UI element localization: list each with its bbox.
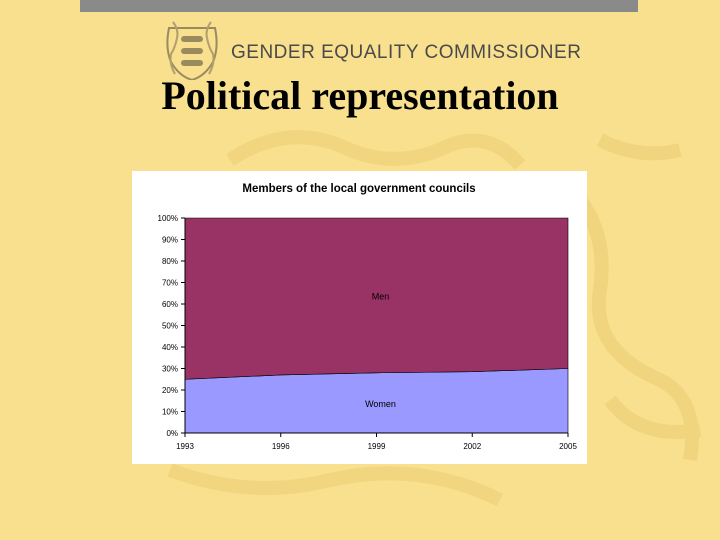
top-bar xyxy=(80,0,638,12)
y-tick-label: 100% xyxy=(158,214,178,223)
x-tick-label: 2005 xyxy=(559,442,577,451)
y-tick-label: 30% xyxy=(162,365,178,374)
chart-title: Members of the local government councils xyxy=(242,183,475,195)
x-tick-label: 1993 xyxy=(176,442,194,451)
y-tick-label: 90% xyxy=(162,236,178,245)
y-tick-label: 60% xyxy=(162,300,178,309)
y-tick-label: 0% xyxy=(166,429,178,438)
y-tick-label: 10% xyxy=(162,408,178,417)
chart-container: Members of the local government councils… xyxy=(132,171,587,464)
y-tick-label: 20% xyxy=(162,386,178,395)
area-chart: Members of the local government councils… xyxy=(158,183,578,451)
area-series-men xyxy=(184,217,569,380)
y-tick-label: 70% xyxy=(162,279,178,288)
x-tick-label: 2002 xyxy=(463,442,481,451)
coat-of-arms-three-lions-icon xyxy=(166,21,218,80)
org-name: GENDER EQUALITY COMMISSIONER xyxy=(231,42,582,63)
x-tick-label: 1999 xyxy=(368,442,386,451)
series-label-men: Men xyxy=(372,291,390,301)
y-tick-label: 40% xyxy=(162,343,178,352)
y-tick-label: 80% xyxy=(162,257,178,266)
x-tick-label: 1996 xyxy=(272,442,290,451)
series-label-women: Women xyxy=(365,399,396,409)
y-tick-label: 50% xyxy=(162,322,178,331)
slide-title: Political representation xyxy=(161,73,559,118)
